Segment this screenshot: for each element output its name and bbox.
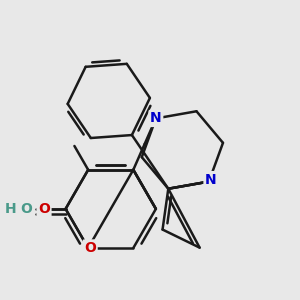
Text: N: N: [205, 172, 217, 187]
Text: O: O: [84, 241, 96, 255]
Text: O: O: [20, 202, 32, 216]
Text: H: H: [5, 202, 16, 216]
Text: N: N: [150, 111, 162, 125]
Text: O: O: [38, 202, 50, 216]
